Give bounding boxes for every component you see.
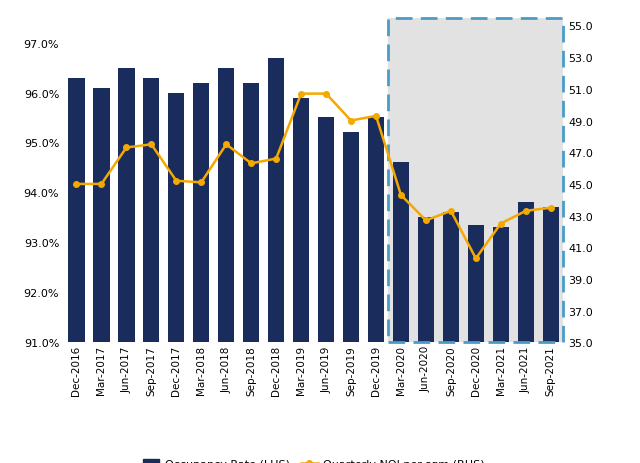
Bar [143, 78, 159, 463]
Bar [168, 94, 184, 463]
Bar [368, 118, 384, 463]
Bar [93, 88, 109, 463]
Bar [388, 19, 563, 343]
Bar [218, 69, 234, 463]
Bar [518, 203, 534, 463]
Bar [68, 78, 84, 463]
Bar [388, 19, 563, 343]
Bar [493, 228, 509, 463]
Bar [418, 218, 434, 463]
Bar [343, 133, 359, 463]
Legend: Occupancy Rate (LHS), Quarterly NOI per sqm (RHS): Occupancy Rate (LHS), Quarterly NOI per … [138, 454, 489, 463]
Bar [468, 225, 484, 463]
Bar [293, 98, 309, 463]
Bar [318, 118, 334, 463]
Bar [543, 208, 559, 463]
Bar [443, 213, 459, 463]
Bar [118, 69, 134, 463]
Bar [268, 58, 284, 463]
Bar [193, 83, 209, 463]
Bar [243, 83, 259, 463]
Bar [393, 163, 409, 463]
